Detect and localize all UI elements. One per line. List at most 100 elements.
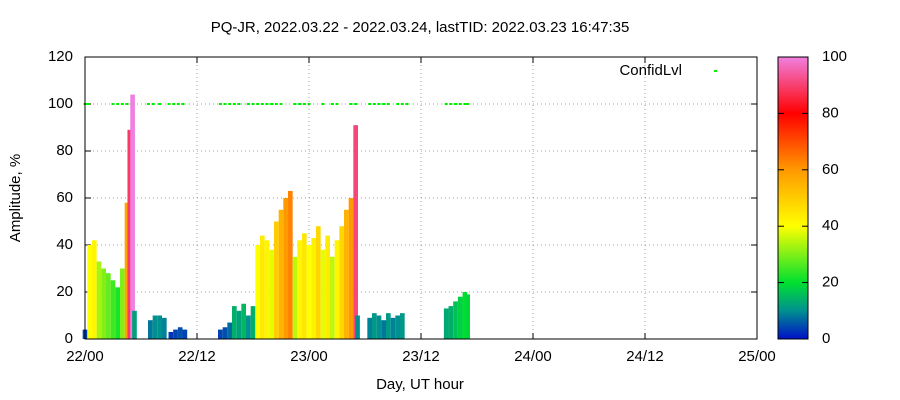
bar [367,317,372,339]
bar [390,317,396,339]
point [449,103,453,105]
point [167,103,171,105]
bar [264,240,270,339]
bar [316,226,321,339]
point [372,103,376,105]
bar [334,240,340,339]
bar [110,280,116,339]
bar [288,190,293,339]
bar [173,329,178,339]
point [386,103,390,105]
bar [381,320,386,339]
bar [260,235,265,339]
bar [395,315,400,339]
point [237,103,241,105]
bar [355,315,360,339]
point [274,103,278,105]
bar [120,268,125,339]
point [86,103,90,105]
point [354,103,358,105]
bar [87,245,92,339]
bar [236,310,242,339]
point [382,103,386,105]
bar [106,273,111,339]
colorbar-tick-label: 60 [822,161,839,178]
point [335,103,339,105]
bar [448,306,454,339]
bar [182,329,188,339]
bar [241,303,246,339]
point [321,103,325,105]
chart-title: PQ-JR, 2022.03.22 - 2022.03.24, lastTID:… [211,19,630,36]
bar [348,198,354,339]
bar [101,268,106,339]
point [172,103,176,105]
point [111,103,115,105]
bar [330,256,335,339]
point [251,103,255,105]
bar [311,237,316,339]
x-tick-label: 24/12 [626,348,664,365]
colorbar-tick-label: 40 [822,217,839,234]
bar [443,308,449,339]
bar [278,209,284,339]
plot-frame [84,56,758,340]
bar [462,292,468,339]
y-tick-label: 100 [48,95,73,112]
bar [302,233,307,339]
bar [453,301,458,339]
colorbar-tick-label: 100 [822,48,847,65]
bar [297,240,302,339]
bar [306,245,312,339]
bar [255,245,260,339]
point [396,103,400,105]
x-tick-label: 22/00 [66,348,104,365]
bar [339,226,344,339]
point [232,103,236,105]
bar [222,327,228,339]
point [256,103,260,105]
point [368,103,372,105]
bar [148,320,153,339]
bar [168,331,174,339]
x-tick-label: 25/00 [738,348,776,365]
bar [232,306,237,339]
bar [320,249,326,339]
bar [177,327,183,339]
point [444,103,448,105]
point [125,103,129,105]
bar [162,317,167,339]
bar [353,125,358,340]
y-axis-label: Amplitude, % [7,154,24,242]
point [307,103,311,105]
bar [325,235,330,339]
point [218,103,222,105]
legend-marker [714,70,717,72]
bar [372,313,377,339]
bar [344,209,349,339]
point [279,103,283,105]
bar [157,315,162,339]
x-tick-label: 23/00 [290,348,328,365]
point [405,103,409,105]
point [265,103,269,105]
bar [465,294,470,339]
point [330,103,334,105]
colorbar-tick-label: 80 [822,104,839,121]
bar [283,198,288,339]
point [116,103,120,105]
bar [274,221,279,339]
bar [250,306,256,339]
y-tick-label: 120 [48,48,73,65]
point [151,103,155,105]
bar [152,315,158,339]
point [458,103,462,105]
y-tick-label: 0 [65,330,73,347]
bar [292,256,298,339]
y-tick-label: 80 [56,142,73,159]
bar [457,296,463,339]
x-tick-label: 24/00 [514,348,552,365]
point [298,103,302,105]
point [349,103,353,105]
point [158,103,162,105]
